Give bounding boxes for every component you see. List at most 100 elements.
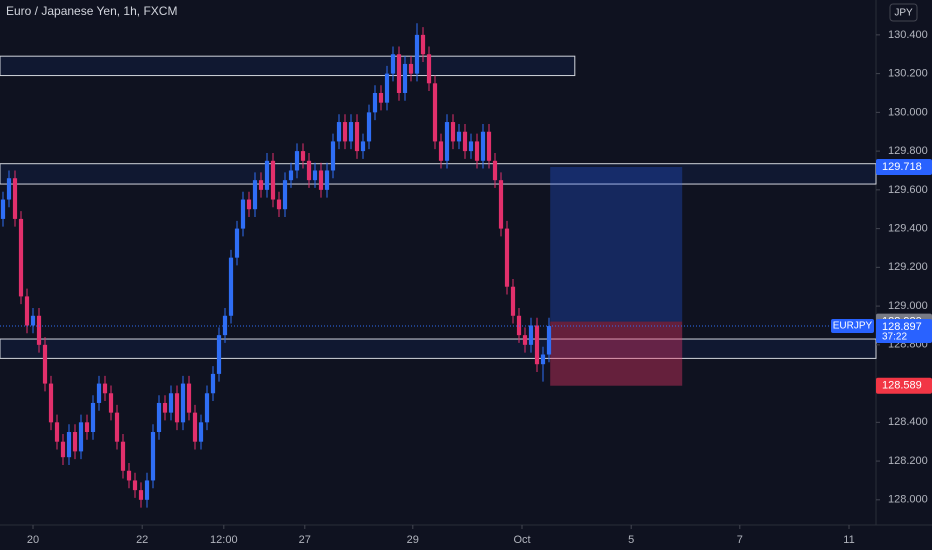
- candle-body: [72, 432, 78, 452]
- x-tick-label: 27: [299, 534, 311, 546]
- candle-body: [150, 432, 156, 481]
- stop-label: 128.589: [882, 380, 922, 392]
- candle-body: [438, 141, 444, 161]
- candle-body: [348, 122, 354, 142]
- candle-body: [36, 315, 42, 345]
- zone: [0, 338, 877, 359]
- candle-body: [114, 412, 120, 442]
- candle-body: [534, 325, 540, 365]
- candle-body: [366, 112, 372, 142]
- candle-body: [450, 122, 456, 142]
- candle-body: [546, 326, 552, 355]
- stop-label-bg: [876, 377, 932, 394]
- candle-body: [264, 160, 270, 190]
- candle-body: [54, 422, 60, 442]
- currency-box[interactable]: [889, 3, 918, 22]
- candle-body: [282, 180, 288, 210]
- candle-body: [444, 122, 450, 161]
- candle-body: [330, 141, 336, 171]
- candle-body: [492, 160, 498, 181]
- candle-body: [426, 54, 432, 84]
- target-label-bg: [876, 158, 932, 175]
- candle-body: [198, 422, 204, 442]
- candle-body: [474, 141, 480, 161]
- candle-body: [480, 131, 486, 161]
- candle-body: [504, 228, 510, 287]
- x-tick-label: 12:00: [210, 534, 238, 546]
- candle-body: [60, 441, 66, 458]
- candle-body: [288, 170, 294, 181]
- candle-body: [324, 170, 330, 190]
- candle-body: [174, 393, 180, 423]
- x-tick-label: 22: [136, 534, 148, 546]
- candle-body: [252, 180, 258, 210]
- candle-body: [126, 470, 132, 481]
- candle-body: [276, 199, 282, 210]
- candle-body: [528, 325, 534, 345]
- x-tick-label: 11: [843, 534, 854, 546]
- y-tick-label: 130.200: [888, 68, 928, 80]
- candle-body: [6, 178, 12, 200]
- candle-body: [522, 335, 528, 345]
- candle-body: [294, 151, 300, 171]
- candle-body: [120, 441, 126, 471]
- candle-body: [138, 490, 144, 500]
- y-tick-label: 129.200: [888, 261, 928, 273]
- candle-body: [510, 286, 516, 316]
- candle-body: [96, 383, 102, 403]
- profit-area: [550, 166, 683, 322]
- candle-body: [156, 402, 162, 433]
- candle-body: [384, 73, 390, 103]
- candle-body: [420, 34, 426, 55]
- candle-body: [222, 315, 228, 336]
- y-tick-label: 130.400: [888, 29, 928, 41]
- candle-body: [396, 54, 402, 93]
- zone: [0, 55, 576, 77]
- candle-body: [414, 34, 420, 74]
- candle-body: [516, 315, 522, 336]
- x-tick-label: 29: [407, 534, 419, 546]
- x-tick-label: Oct: [513, 534, 530, 546]
- candle-body: [240, 199, 246, 229]
- symbol-bg: [831, 319, 874, 334]
- candle-body: [378, 92, 384, 103]
- zone: [0, 163, 877, 185]
- candle-body: [180, 383, 186, 423]
- y-tick-label: 130.000: [888, 106, 928, 118]
- y-tick-label: 129.600: [888, 184, 928, 196]
- currency[interactable]: JPY: [894, 8, 913, 19]
- candle-body: [66, 432, 72, 458]
- candle-body: [432, 83, 438, 142]
- candle-body: [312, 170, 318, 181]
- countdown: 37:22: [882, 332, 907, 343]
- candle-body: [162, 402, 168, 413]
- candle-body: [12, 178, 18, 219]
- candle-body: [192, 412, 198, 442]
- symbol: EURJPY: [833, 321, 873, 332]
- y-tick-label: 129.400: [888, 223, 928, 235]
- candle-body: [402, 63, 408, 93]
- candle-body: [48, 383, 54, 423]
- candle-body: [108, 393, 114, 413]
- candle-body: [372, 92, 378, 113]
- candle-body: [486, 131, 492, 161]
- candle-body: [144, 480, 150, 500]
- x-tick-label: 7: [737, 534, 743, 546]
- candle-body: [390, 54, 396, 74]
- price-label-bg: [876, 319, 932, 344]
- candle-body: [336, 122, 342, 142]
- candle-body: [216, 335, 222, 374]
- candle-body: [168, 393, 174, 413]
- price-label: 128.897: [882, 321, 922, 333]
- candle-body: [90, 402, 96, 433]
- candle-body: [246, 199, 252, 210]
- x-tick-label: 5: [628, 534, 634, 546]
- candle-body: [30, 315, 36, 326]
- y-tick-label: 128.000: [888, 494, 928, 506]
- x-tick-label: 20: [27, 534, 39, 546]
- candle-body: [342, 122, 348, 142]
- y-tick-label: 128.400: [888, 416, 928, 428]
- candle-body: [42, 344, 48, 384]
- y-tick-label: 129.000: [888, 300, 928, 312]
